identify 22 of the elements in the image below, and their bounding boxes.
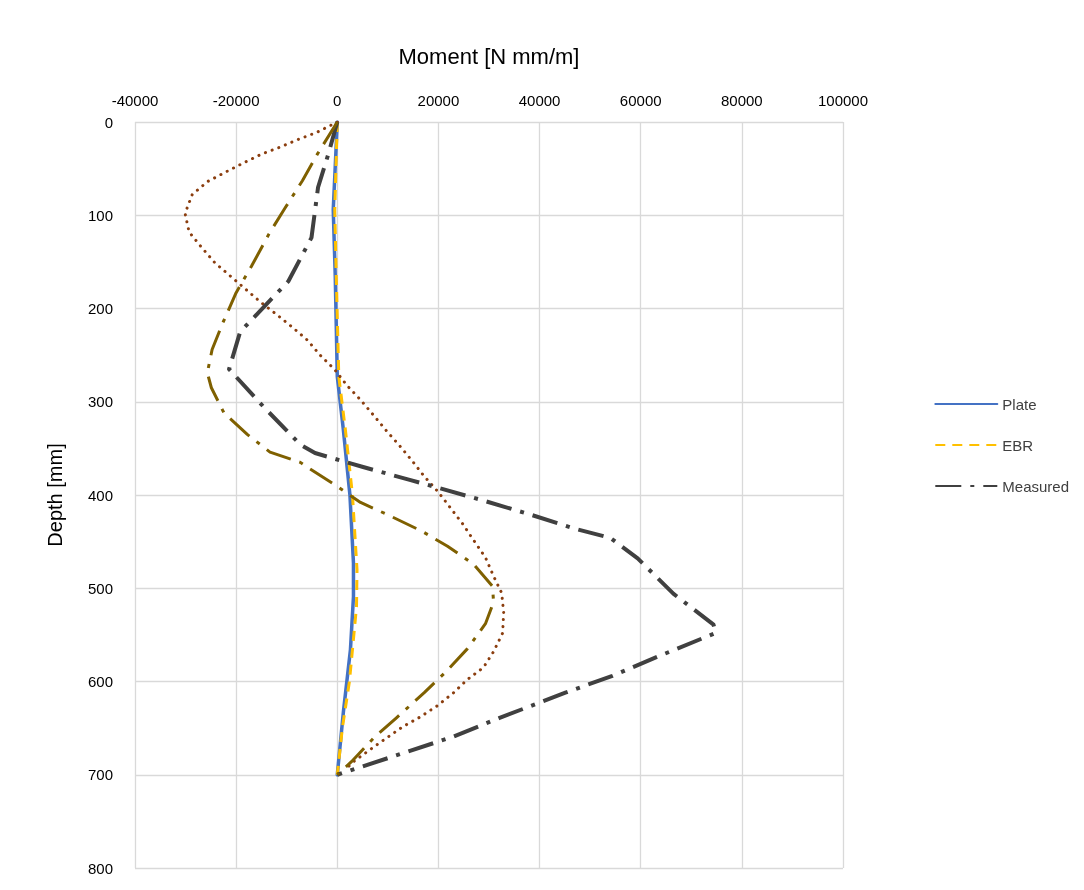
y-tick-label: 800 bbox=[87, 859, 113, 877]
x-tick-label: 0 bbox=[333, 92, 342, 109]
legend-label: Measured bbox=[1002, 477, 1069, 495]
y-tick-label: 200 bbox=[87, 300, 113, 317]
x-tick-label: -20000 bbox=[212, 92, 260, 109]
y-tick-label: 500 bbox=[87, 579, 113, 597]
y-tick-label: 100 bbox=[87, 206, 113, 224]
y-tick-label: 0 bbox=[104, 113, 113, 131]
y-tick-label: 700 bbox=[87, 766, 113, 784]
x-tick-label: 20000 bbox=[417, 92, 460, 109]
x-tick-label: 60000 bbox=[619, 92, 662, 109]
x-tick-label: 80000 bbox=[721, 92, 763, 109]
y-tick-label: 400 bbox=[87, 486, 113, 504]
x-axis-title: Moment [N mm/m] bbox=[398, 43, 580, 69]
y-axis-title: Depth [mm] bbox=[44, 443, 66, 547]
x-tick-label: -40000 bbox=[111, 92, 159, 109]
x-tick-label: 100000 bbox=[817, 92, 869, 109]
y-tick-label: 600 bbox=[87, 673, 113, 690]
legend-label: Plate bbox=[1002, 395, 1037, 413]
y-tick-label: 300 bbox=[87, 393, 113, 411]
legend-label: EBR bbox=[1002, 436, 1034, 454]
x-tick-label: 40000 bbox=[518, 92, 561, 109]
